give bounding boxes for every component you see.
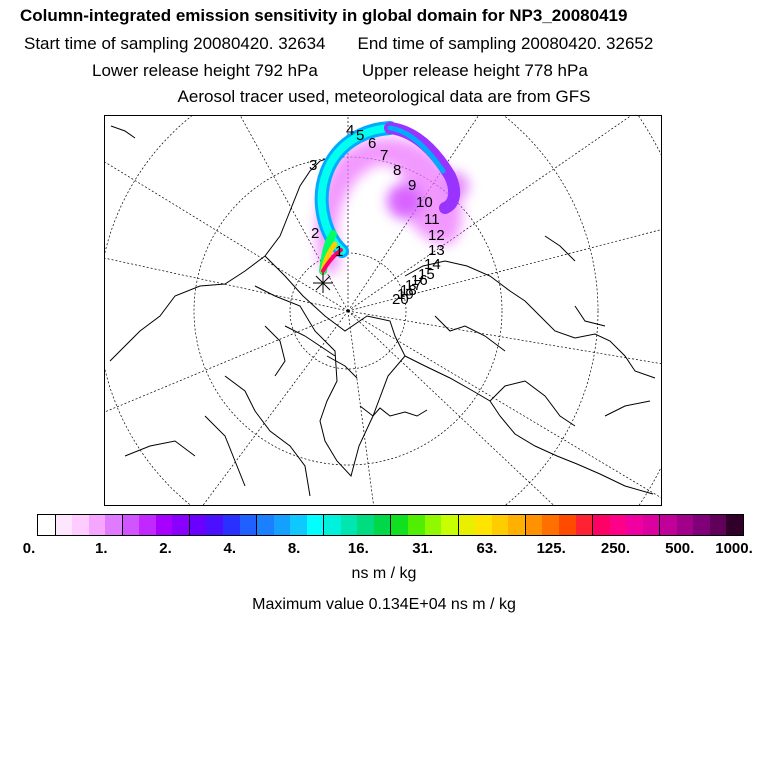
- end-time: End time of sampling 20080420. 32652: [357, 34, 654, 53]
- colorbar-tick-label: 1000.: [715, 540, 753, 557]
- lower-release-height: Lower release height 792 hPa: [92, 61, 318, 80]
- day-label: 7: [380, 147, 388, 164]
- colorbar-swatch: [524, 515, 543, 535]
- day-label: 12: [428, 227, 445, 244]
- colorbar-swatch: [575, 515, 593, 535]
- plume-core: [314, 121, 461, 275]
- plume-band-tail-core: [387, 125, 446, 174]
- day-label: 13: [428, 242, 445, 259]
- colorbar-tick-label: 31.: [412, 540, 434, 557]
- colorbar-swatch: [239, 515, 257, 535]
- colorbar-swatch: [206, 515, 224, 535]
- colorbar-tick-label: 0.: [22, 540, 36, 557]
- sampling-times: Start time of sampling 20080420. 32634 En…: [24, 34, 653, 54]
- colorbar-tick-label: 500.: [665, 540, 695, 557]
- colorbar-swatch: [408, 515, 425, 535]
- colorbar: [37, 514, 744, 536]
- release-point-marker: [313, 273, 333, 293]
- release-heights: Lower release height 792 hPa Upper releas…: [92, 61, 588, 81]
- day-label: 5: [356, 127, 364, 144]
- colorbar-swatch: [373, 515, 391, 535]
- colorbar-swatch: [508, 515, 525, 535]
- polar-map: 1 2 3 4 5 6 7 8 9 10 11 12 13 14 15 16 1…: [104, 115, 662, 506]
- colorbar-swatch: [642, 515, 660, 535]
- colorbar-swatch: [155, 515, 173, 535]
- colorbar-tick-label: 8.: [287, 540, 301, 557]
- day-label: 6: [368, 135, 376, 152]
- colorbar-swatch: [676, 515, 694, 535]
- colorbar-tick-label: 125.: [536, 540, 566, 557]
- colorbar-swatch: [709, 515, 727, 535]
- day-label: 3: [309, 157, 317, 174]
- colorbar-tick-label: 2.: [159, 540, 172, 557]
- colorbar-swatch: [121, 515, 140, 535]
- day-label: 8: [393, 162, 401, 179]
- plume-source: [321, 248, 343, 273]
- colorbar-swatch: [475, 515, 492, 535]
- colorbar-swatch: [223, 515, 240, 535]
- colorbar-swatch: [38, 515, 55, 535]
- start-time: Start time of sampling 20080420. 32634: [24, 34, 326, 53]
- colorbar-swatch: [457, 515, 476, 535]
- day-label: 18: [400, 282, 417, 299]
- colorbar-swatch: [558, 515, 576, 535]
- plume-halo-body: [316, 137, 463, 274]
- day-label: 15: [418, 266, 435, 283]
- plume-halo-blob: [387, 183, 423, 219]
- tracer-info: Aerosol tracer used, meteorological data…: [177, 87, 591, 106]
- colorbar-swatch: [626, 515, 643, 535]
- colorbar-swatch: [139, 515, 156, 535]
- colorbar-swatch: [542, 515, 559, 535]
- day-label: 2: [311, 225, 319, 242]
- colorbar-swatch: [340, 515, 358, 535]
- map-canvas: 1 2 3 4 5 6 7 8 9 10 11 12 13 14 15 16 1…: [105, 116, 661, 505]
- colorbar-swatch: [172, 515, 189, 535]
- colorbar-swatch: [256, 515, 274, 535]
- colorbar-tick-label: 4.: [223, 540, 237, 557]
- coastlines: [109, 125, 656, 497]
- colorbar-swatch: [693, 515, 710, 535]
- colorbar-swatch: [609, 515, 627, 535]
- colorbar-swatch: [290, 515, 307, 535]
- colorbar-swatch: [72, 515, 89, 535]
- plume-band-inner: [317, 124, 394, 255]
- day-label: 4: [346, 122, 354, 139]
- day-label: 9: [408, 177, 416, 194]
- day-label: 10: [416, 194, 433, 211]
- colorbar-swatch: [491, 515, 509, 535]
- day-label: 16: [411, 272, 428, 289]
- colorbar-tick-label: 250.: [600, 540, 631, 557]
- day-labels: 1 2 3 4 5 6 7 8 9 10 11 12 13 14 15 16 1…: [309, 122, 445, 308]
- colorbar-swatch: [441, 515, 458, 535]
- colorbar-swatch: [273, 515, 291, 535]
- colorbar-tick-label: 16.: [347, 540, 369, 557]
- day-label: 11: [424, 211, 440, 228]
- colorbar-swatch: [390, 515, 409, 535]
- colorbar-swatch: [592, 515, 610, 535]
- day-label: 19: [397, 286, 414, 303]
- colorbar-swatch: [357, 515, 374, 535]
- day-label: 1: [335, 243, 343, 260]
- colorbar-swatch: [659, 515, 677, 535]
- colorbar-swatch: [726, 515, 743, 535]
- day-label: 17: [405, 277, 422, 294]
- colorbar-swatch: [188, 515, 207, 535]
- colorbar-tick-label: 63.: [476, 540, 498, 557]
- colorbar-swatch: [306, 515, 324, 535]
- day-label: 20: [392, 291, 409, 308]
- main-title: Column-integrated emission sensitivity i…: [20, 6, 628, 25]
- colorbar-ticks: 0. 1. 2. 4. 8. 16. 31. 63. 125. 250. 500. 1000.: [0, 540, 768, 560]
- colorbar-unit: ns m / kg: [351, 565, 417, 582]
- colorbar-swatch: [105, 515, 122, 535]
- colorbar-swatch: [88, 515, 106, 535]
- colorbar-swatch: [323, 515, 341, 535]
- maximum-value: Maximum value 0.134E+04 ns m / kg: [252, 596, 516, 613]
- colorbar-tick-label: 1.: [95, 540, 108, 557]
- upper-release-height: Upper release height 778 hPa: [361, 61, 588, 80]
- colorbar-swatch: [54, 515, 73, 535]
- colorbar-swatch: [424, 515, 442, 535]
- day-label: 14: [424, 256, 441, 273]
